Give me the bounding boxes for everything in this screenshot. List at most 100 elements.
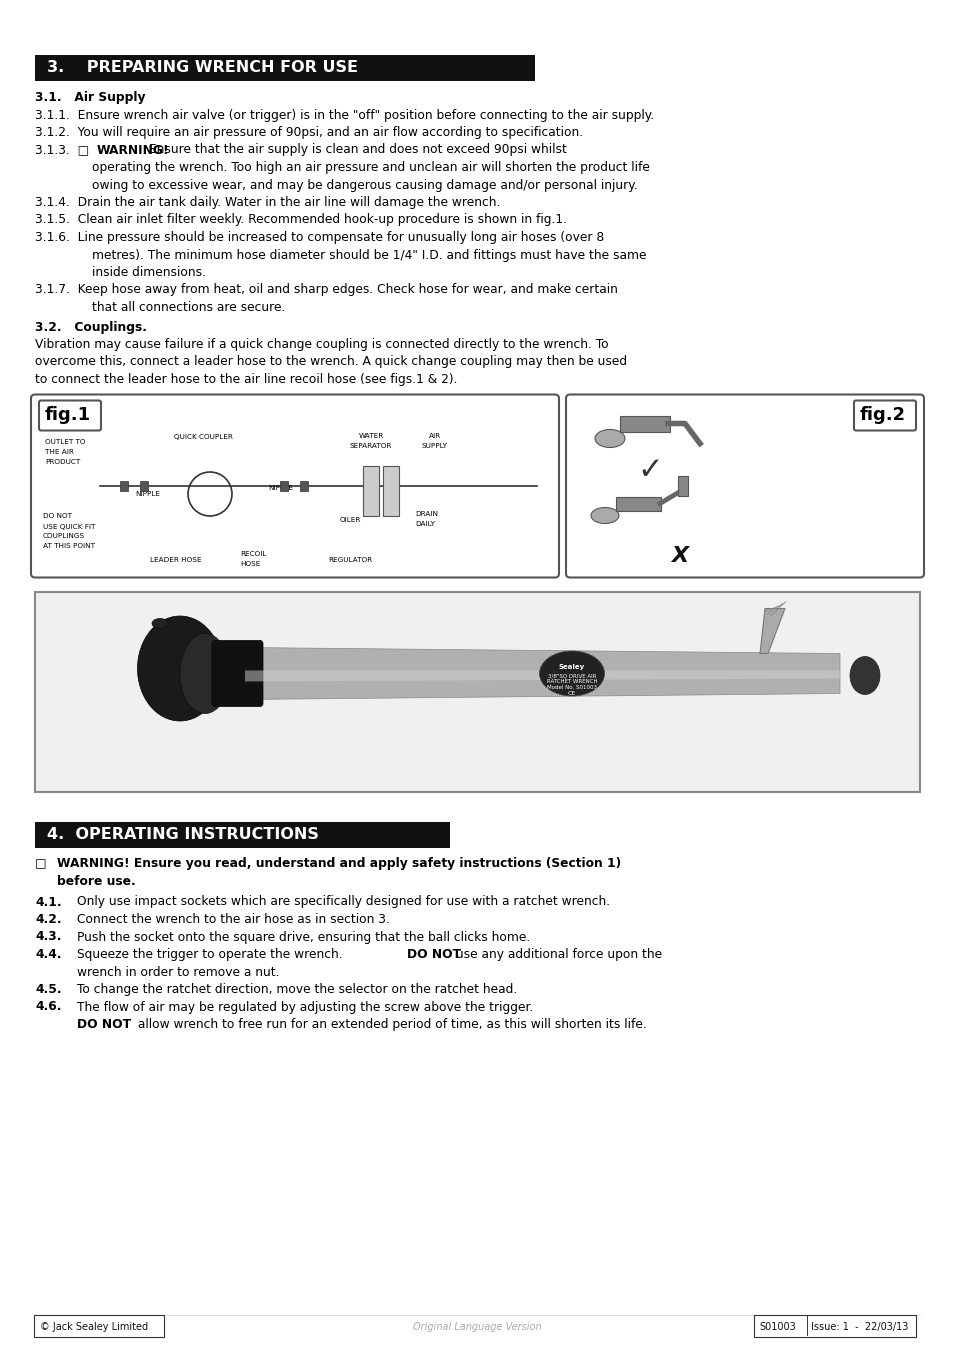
Bar	[35, 592, 919, 792]
Ellipse shape	[849, 657, 879, 695]
Text: 3.1.5.  Clean air inlet filter weekly. Recommended hook-up procedure is shown in: 3.1.5. Clean air inlet filter weekly. Re…	[35, 214, 566, 226]
Text: 3.1.   Air Supply: 3.1. Air Supply	[35, 91, 146, 104]
Text: Sealey: Sealey	[558, 665, 584, 670]
Text: LEADER HOSE: LEADER HOSE	[150, 556, 201, 562]
Bar	[299, 481, 308, 492]
Polygon shape	[760, 608, 784, 654]
Text: © Jack Sealey Limited: © Jack Sealey Limited	[40, 1322, 148, 1332]
Text: 4.5.: 4.5.	[35, 983, 62, 997]
Text: Model No. S01003: Model No. S01003	[546, 685, 597, 691]
Text: before use.: before use.	[57, 875, 135, 888]
Text: 3.1.3.  □: 3.1.3. □	[35, 144, 93, 157]
Text: □: □	[35, 857, 47, 871]
Text: The flow of air may be regulated by adjusting the screw above the trigger.: The flow of air may be regulated by adju…	[77, 1001, 533, 1014]
Text: CE: CE	[567, 691, 576, 696]
Text: DAILY: DAILY	[415, 520, 435, 527]
Text: ✓: ✓	[637, 455, 662, 485]
Bar	[678, 475, 687, 496]
FancyBboxPatch shape	[39, 401, 101, 431]
Text: Push the socket onto the square drive, ensuring that the ball clicks home.: Push the socket onto the square drive, e…	[77, 930, 530, 944]
Text: 3.1.1.  Ensure wrench air valve (or trigger) is in the "off" position before con: 3.1.1. Ensure wrench air valve (or trigg…	[35, 108, 654, 122]
Text: Connect the wrench to the air hose as in section 3.: Connect the wrench to the air hose as in…	[77, 913, 390, 926]
Text: 3.1.7.  Keep hose away from heat, oil and sharp edges. Check hose for wear, and : 3.1.7. Keep hose away from heat, oil and…	[35, 283, 618, 297]
Text: SEPARATOR: SEPARATOR	[350, 443, 392, 448]
Text: 3.1.6.  Line pressure should be increased to compensate for unusually long air h: 3.1.6. Line pressure should be increased…	[35, 232, 603, 244]
Text: 4.3.: 4.3.	[35, 930, 61, 944]
Text: RATCHET WRENCH: RATCHET WRENCH	[546, 678, 597, 684]
FancyBboxPatch shape	[565, 394, 923, 578]
Text: WATER: WATER	[358, 433, 383, 440]
Bar	[616, 497, 660, 510]
Text: Squeeze the trigger to operate the wrench.: Squeeze the trigger to operate the wrenc…	[77, 948, 346, 961]
Bar	[35, 56, 535, 81]
Text: OUTLET TO: OUTLET TO	[45, 439, 86, 444]
Text: QUICK COUPLER: QUICK COUPLER	[173, 433, 233, 440]
Text: NIPPLE: NIPPLE	[135, 490, 160, 497]
Text: 3/8"SQ DRIVE AIR: 3/8"SQ DRIVE AIR	[547, 673, 596, 678]
FancyBboxPatch shape	[30, 394, 558, 578]
Bar	[619, 416, 669, 432]
Text: fig.2: fig.2	[859, 406, 905, 425]
Bar	[280, 481, 288, 492]
Ellipse shape	[539, 651, 604, 696]
Text: SUPPLY: SUPPLY	[421, 443, 448, 448]
Text: owing to excessive wear, and may be dangerous causing damage and/or personal inj: owing to excessive wear, and may be dang…	[91, 179, 637, 191]
Text: RECOIL: RECOIL	[240, 551, 266, 558]
Polygon shape	[245, 647, 840, 700]
Text: fig.1: fig.1	[45, 406, 91, 425]
Ellipse shape	[595, 429, 624, 448]
Text: metres). The minimum hose diameter should be 1/4" I.D. and fittings must have th: metres). The minimum hose diameter shoul…	[91, 249, 646, 261]
Text: 4.2.: 4.2.	[35, 913, 62, 926]
Text: AT THIS POINT: AT THIS POINT	[43, 543, 95, 550]
FancyBboxPatch shape	[753, 1315, 915, 1336]
Text: THE AIR: THE AIR	[45, 448, 73, 455]
Text: operating the wrench. Too high an air pressure and unclean air will shorten the : operating the wrench. Too high an air pr…	[91, 161, 649, 175]
Text: USE QUICK FIT: USE QUICK FIT	[43, 524, 95, 529]
FancyBboxPatch shape	[212, 640, 263, 707]
Text: 4.1.: 4.1.	[35, 895, 62, 909]
Text: Ensure that the air supply is clean and does not exceed 90psi whilst: Ensure that the air supply is clean and …	[145, 144, 566, 157]
FancyBboxPatch shape	[34, 1315, 164, 1336]
Text: Original Language Version: Original Language Version	[413, 1322, 540, 1332]
FancyBboxPatch shape	[853, 401, 915, 431]
Text: WARNING!: WARNING!	[97, 144, 170, 157]
Text: 3.1.4.  Drain the air tank daily. Water in the air line will damage the wrench.: 3.1.4. Drain the air tank daily. Water i…	[35, 196, 500, 209]
Bar	[382, 466, 398, 516]
Text: NIPPLE: NIPPLE	[268, 486, 293, 492]
Text: wrench in order to remove a nut.: wrench in order to remove a nut.	[77, 965, 279, 979]
Bar	[120, 481, 128, 492]
Text: overcome this, connect a leader hose to the wrench. A quick change coupling may : overcome this, connect a leader hose to …	[35, 356, 626, 368]
Text: Vibration may cause failure if a quick change coupling is connected directly to : Vibration may cause failure if a quick c…	[35, 338, 608, 351]
Text: to connect the leader hose to the air line recoil hose (see figs.1 & 2).: to connect the leader hose to the air li…	[35, 372, 457, 386]
Text: REGULATOR: REGULATOR	[328, 556, 372, 562]
Polygon shape	[245, 670, 840, 681]
Text: X: X	[671, 546, 688, 566]
Text: 3.1.2.  You will require an air pressure of 90psi, and an air flow according to : 3.1.2. You will require an air pressure …	[35, 126, 582, 139]
Text: To change the ratchet direction, move the selector on the ratchet head.: To change the ratchet direction, move th…	[77, 983, 517, 997]
Text: inside dimensions.: inside dimensions.	[91, 265, 206, 279]
Text: allow wrench to free run for an extended period of time, as this will shorten it: allow wrench to free run for an extended…	[133, 1018, 646, 1030]
Text: COUPLINGS: COUPLINGS	[43, 533, 85, 539]
Text: AIR: AIR	[429, 433, 440, 440]
Ellipse shape	[137, 616, 222, 720]
Text: DO NOT: DO NOT	[407, 948, 460, 961]
Text: 4.6.: 4.6.	[35, 1001, 61, 1014]
Text: DRAIN: DRAIN	[415, 512, 437, 517]
Text: 3.2.   Couplings.: 3.2. Couplings.	[35, 321, 147, 333]
Text: DO NOT: DO NOT	[77, 1018, 131, 1030]
Text: S01003: S01003	[759, 1322, 795, 1332]
Ellipse shape	[590, 508, 618, 524]
Bar	[35, 822, 450, 848]
Text: 4.  OPERATING INSTRUCTIONS: 4. OPERATING INSTRUCTIONS	[47, 827, 318, 842]
Text: PRODUCT: PRODUCT	[45, 459, 80, 464]
Text: Issue: 1  -  22/03/13: Issue: 1 - 22/03/13	[810, 1322, 907, 1332]
Text: HOSE: HOSE	[240, 562, 260, 567]
Ellipse shape	[152, 619, 168, 628]
Text: use any additional force upon the: use any additional force upon the	[452, 948, 661, 961]
Text: DO NOT: DO NOT	[43, 513, 71, 520]
Text: 4.4.: 4.4.	[35, 948, 61, 961]
Text: 3.    PREPARING WRENCH FOR USE: 3. PREPARING WRENCH FOR USE	[47, 61, 357, 76]
Ellipse shape	[180, 634, 230, 714]
Text: Only use impact sockets which are specifically designed for use with a ratchet w: Only use impact sockets which are specif…	[77, 895, 610, 909]
Bar	[140, 481, 148, 492]
